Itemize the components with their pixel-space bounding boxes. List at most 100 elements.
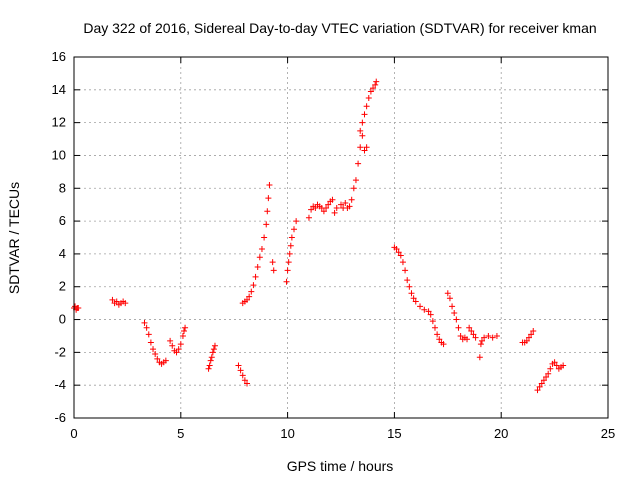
data-point [237, 367, 244, 374]
data-point [246, 293, 253, 300]
data-point [173, 349, 180, 356]
grid [74, 57, 608, 418]
data-point [361, 111, 368, 118]
data-point [113, 298, 120, 305]
data-point [286, 250, 293, 257]
data-point [481, 334, 488, 341]
data-point [359, 132, 366, 139]
data-point [525, 334, 532, 341]
data-point [352, 177, 359, 184]
data-point [350, 185, 357, 192]
data-point [208, 354, 215, 361]
data-point [177, 341, 184, 348]
data-point [285, 259, 292, 266]
data-point [239, 372, 246, 379]
data-point [545, 370, 552, 377]
data-point [553, 362, 560, 369]
data-point [175, 346, 182, 353]
data-point [248, 288, 255, 295]
data-point [538, 380, 545, 387]
data-point [363, 103, 370, 110]
data-point [417, 303, 424, 310]
data-point [265, 195, 272, 202]
data-point [412, 298, 419, 305]
y-tick-label: 12 [52, 115, 66, 130]
data-point [323, 204, 330, 211]
x-tick-label: 15 [387, 426, 401, 441]
data-point [478, 337, 485, 344]
data-point [436, 336, 443, 343]
data-point [434, 331, 441, 338]
data-point [152, 351, 159, 358]
data-point [287, 242, 294, 249]
y-tick-label: -4 [54, 377, 66, 392]
data-point [530, 328, 537, 335]
data-point [258, 245, 265, 252]
data-point [395, 249, 402, 256]
data-point [293, 218, 300, 225]
data-point [241, 377, 248, 384]
data-point [252, 273, 259, 280]
data-point [466, 324, 473, 331]
data-point [308, 206, 315, 213]
data-point [291, 226, 298, 233]
data-point [269, 259, 276, 266]
data-point [147, 339, 154, 346]
x-tick-label: 10 [280, 426, 294, 441]
data-point [534, 387, 541, 394]
data-point [361, 147, 368, 154]
y-tick-label: 0 [59, 312, 66, 327]
y-tick-label: 6 [59, 213, 66, 228]
x-axis-label: GPS time / hours [287, 458, 394, 474]
data-point [244, 380, 251, 387]
data-point [320, 208, 327, 215]
data-point [410, 295, 417, 302]
data-point [348, 196, 355, 203]
data-point [154, 355, 161, 362]
data-point [547, 365, 554, 372]
data-point [331, 209, 338, 216]
data-point [393, 245, 400, 252]
data-point [357, 144, 364, 151]
data-point [399, 259, 406, 266]
x-tick-label: 5 [177, 426, 184, 441]
data-point [472, 334, 479, 341]
data-point [357, 127, 364, 134]
data-point [209, 349, 216, 356]
data-point [333, 204, 340, 211]
data-point [373, 78, 380, 85]
data-point [455, 324, 462, 331]
y-tick-label: 4 [59, 246, 66, 261]
data-point [355, 160, 362, 167]
data-point [284, 267, 291, 274]
data-point [560, 362, 567, 369]
data-point [261, 234, 268, 241]
data-point [464, 336, 471, 343]
y-tick-labels: -6 -4 -2 0 2 4 6 8 10 12 14 16 [52, 49, 66, 425]
y-tick-label: -6 [54, 410, 66, 425]
data-point [427, 311, 434, 318]
data-point [211, 342, 218, 349]
data-points [71, 78, 567, 394]
data-point [270, 267, 277, 274]
data-point [342, 200, 349, 207]
x-tick-label: 20 [494, 426, 508, 441]
data-point [363, 144, 370, 151]
data-point [169, 342, 176, 349]
data-point [528, 331, 535, 338]
data-point [489, 334, 496, 341]
data-point [453, 316, 460, 323]
data-point [493, 332, 500, 339]
ticks [73, 56, 609, 419]
data-point [329, 196, 336, 203]
data-point [288, 234, 295, 241]
data-point [254, 264, 261, 271]
data-point [540, 377, 547, 384]
y-tick-label: 14 [52, 82, 66, 97]
data-point [372, 81, 379, 88]
data-point [536, 383, 543, 390]
data-point [476, 354, 483, 361]
data-point [256, 254, 263, 261]
y-tick-label: -2 [54, 344, 66, 359]
